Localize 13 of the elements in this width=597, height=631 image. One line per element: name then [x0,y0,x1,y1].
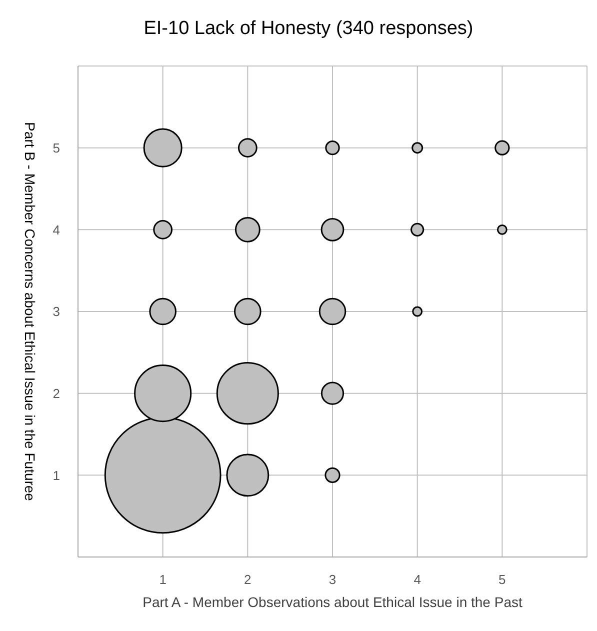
y-axis-title: Part B - Member Concerns about Ethical Issue in the Futuree [22,122,38,502]
y-tick-label: 1 [52,468,60,483]
x-tick-label: 2 [244,572,252,588]
x-tick-label: 4 [414,572,421,588]
chart-title: EI-10 Lack of Honesty (340 responses) [142,18,474,40]
y-tick-label: 5 [52,140,60,156]
x-axis-title: Part A - Member Observations about Ethical Issue in the Past [142,594,522,610]
x-tick-label: 1 [159,572,166,588]
y-tick-label: 2 [52,386,60,401]
x-tick-label: 3 [328,572,336,588]
y-tick-label: 4 [52,222,60,238]
x-tick-label: 5 [498,572,506,588]
y-tick-label: 3 [52,304,60,320]
